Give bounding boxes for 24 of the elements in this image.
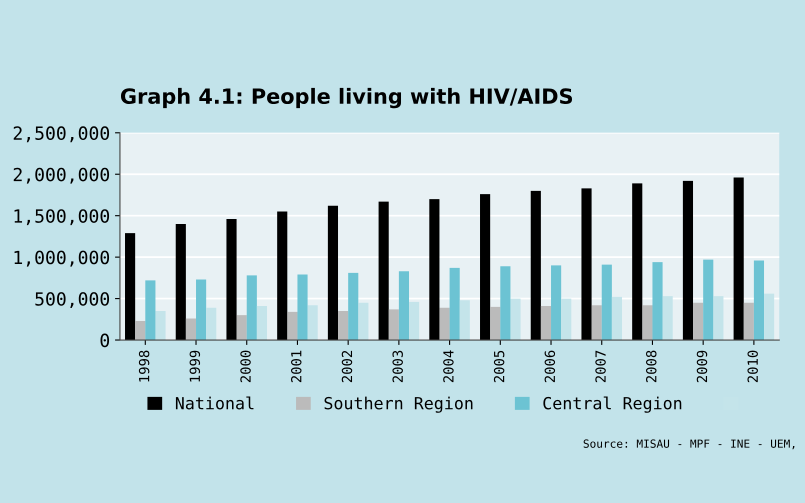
source-note: Source: MISAU - MPF - INE - UEM,: [584, 439, 794, 450]
x-tick-label: 2004: [443, 350, 454, 382]
x-tick-label: 2003: [392, 350, 403, 382]
legend-label: Central Region: [543, 396, 682, 413]
chart-title: Graph 4.1: People living with HIV/AIDS: [120, 88, 572, 108]
x-tick-label: 2005: [494, 350, 504, 382]
x-tick-label: 2000: [240, 350, 251, 382]
x-tick-label: 2001: [291, 350, 302, 382]
x-tick-label: 1999: [190, 350, 200, 382]
x-tick-label: 2006: [544, 350, 556, 382]
y-tick-label: 0: [100, 334, 110, 348]
x-tick-label: 2008: [646, 350, 657, 382]
legend-label: Southern Region: [324, 396, 472, 413]
x-tick-label: 1998: [138, 350, 150, 382]
y-tick-label: 500,000: [35, 292, 110, 308]
legend-label: National: [176, 396, 254, 410]
x-tick-label: 2009: [696, 350, 708, 382]
y-tick-label: 1,500,000: [14, 209, 110, 226]
y-tick-label: 2,500,000: [14, 126, 110, 142]
x-tick-label: 2007: [595, 350, 606, 382]
y-tick-label: 2,000,000: [14, 168, 110, 184]
x-tick-label: 2010: [747, 350, 758, 382]
y-tick-label: 1,000,000: [14, 250, 110, 267]
x-tick-label: 2002: [342, 350, 352, 382]
